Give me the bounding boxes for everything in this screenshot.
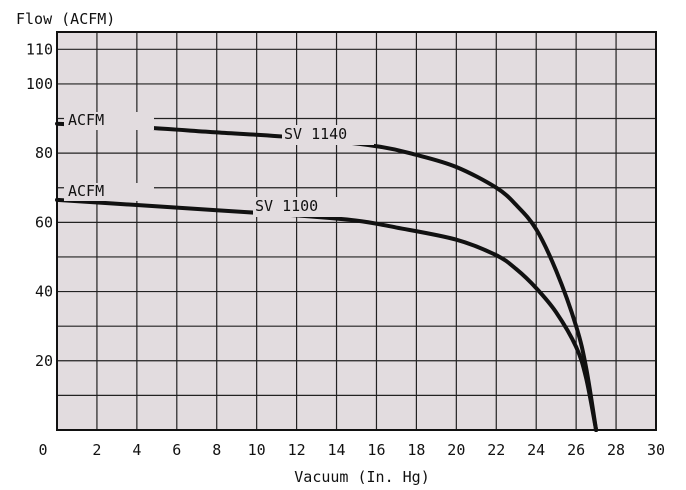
x-tick-label: 0 [38, 441, 47, 459]
y-tick-label: 20 [35, 352, 53, 370]
series-unit-label: ACFM [68, 182, 104, 200]
x-tick-label: 12 [288, 441, 306, 459]
x-tick-label: 10 [248, 441, 266, 459]
series-lines [55, 121, 599, 432]
x-axis-ticks: 0 2 4 6 8 10 12 14 16 18 20 22 24 26 28 30 [38, 441, 665, 459]
x-tick-label: 14 [328, 441, 346, 459]
series-name-label: SV 1100 [255, 197, 318, 215]
plot-background [57, 32, 656, 430]
y-tick-label: 60 [35, 213, 53, 231]
x-tick-label: 30 [647, 441, 665, 459]
x-tick-label: 22 [487, 441, 505, 459]
plot-frame [56, 31, 657, 431]
x-tick-label: 18 [407, 441, 425, 459]
x-tick-label: 16 [367, 441, 385, 459]
y-axis-label: Flow (ACFM) [16, 10, 115, 28]
series-unit-label: ACFM [68, 111, 104, 129]
series-name-label: SV 1140 [284, 125, 347, 143]
y-tick-label: 40 [35, 283, 53, 301]
x-tick-label: 6 [172, 441, 181, 459]
x-tick-label: 28 [607, 441, 625, 459]
x-tick-label: 24 [527, 441, 545, 459]
y-tick-label: 110 [26, 40, 53, 58]
x-tick-label: 20 [447, 441, 465, 459]
series-line-sv-1140 [55, 121, 599, 432]
series-unit-label-bg [64, 112, 154, 130]
x-tick-label: 2 [92, 441, 101, 459]
x-tick-label: 8 [212, 441, 221, 459]
y-axis-ticks: 20 40 60 80 100 110 [26, 40, 53, 369]
series-unit-label-bg [64, 183, 154, 201]
y-tick-label: 80 [35, 144, 53, 162]
x-axis-label: Vacuum (In. Hg) [294, 468, 429, 486]
x-tick-label: 4 [132, 441, 141, 459]
x-tick-label: 26 [567, 441, 585, 459]
y-tick-label: 100 [26, 75, 53, 93]
series-line-sv-1100 [55, 197, 599, 432]
series-name-label-bg [253, 197, 345, 217]
series-labels: SV 1140 ACFM SV 1100 ACFM [64, 111, 374, 217]
grid [57, 32, 656, 430]
series-name-label-bg [282, 125, 374, 145]
